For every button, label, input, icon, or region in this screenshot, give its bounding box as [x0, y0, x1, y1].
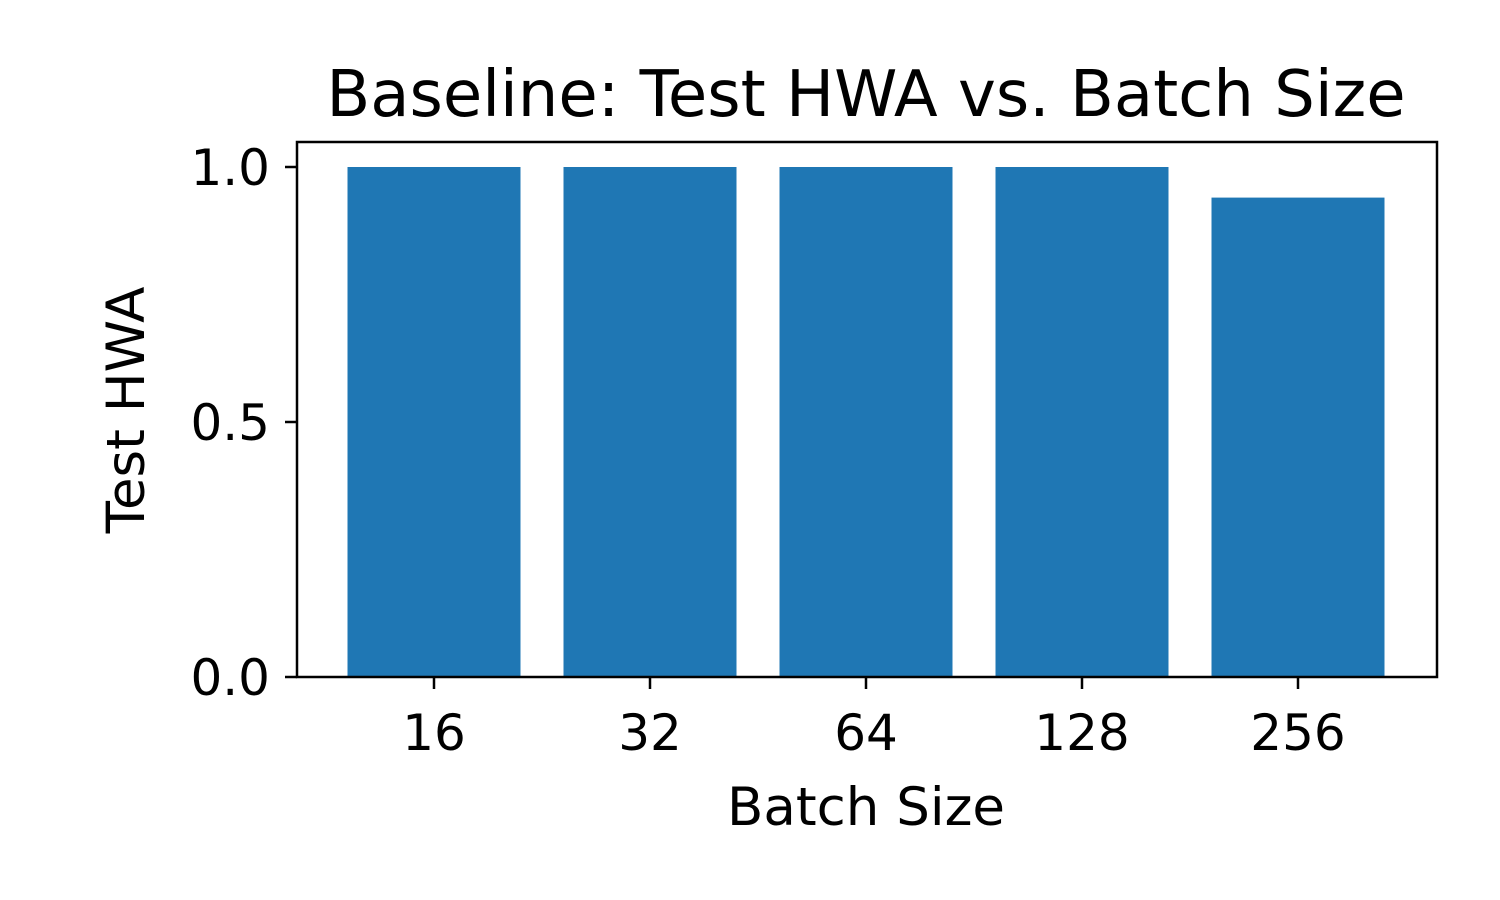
x-tick-label-64: 64 — [834, 704, 898, 762]
y-tick-label-0.0: 0.0 — [190, 649, 270, 707]
x-axis: 16 32 64 128 256 — [402, 677, 1346, 762]
x-tick-label-256: 256 — [1250, 704, 1345, 762]
x-tick-label-128: 128 — [1034, 704, 1129, 762]
y-tick-label-0.5: 0.5 — [190, 394, 270, 452]
bar-16 — [347, 167, 521, 677]
bar-128 — [995, 167, 1169, 677]
bars-group — [347, 167, 1385, 677]
y-axis-label: Test HWA — [96, 287, 157, 535]
y-tick-label-1.0: 1.0 — [190, 139, 270, 197]
x-tick-label-16: 16 — [402, 704, 466, 762]
chart-title: Baseline: Test HWA vs. Batch Size — [326, 58, 1405, 132]
x-axis-label: Batch Size — [727, 777, 1005, 838]
y-axis: 0.0 0.5 1.0 — [190, 139, 297, 707]
bar-64 — [779, 167, 953, 677]
bar-32 — [563, 167, 737, 677]
bar-256 — [1211, 197, 1385, 677]
x-tick-label-32: 32 — [618, 704, 682, 762]
